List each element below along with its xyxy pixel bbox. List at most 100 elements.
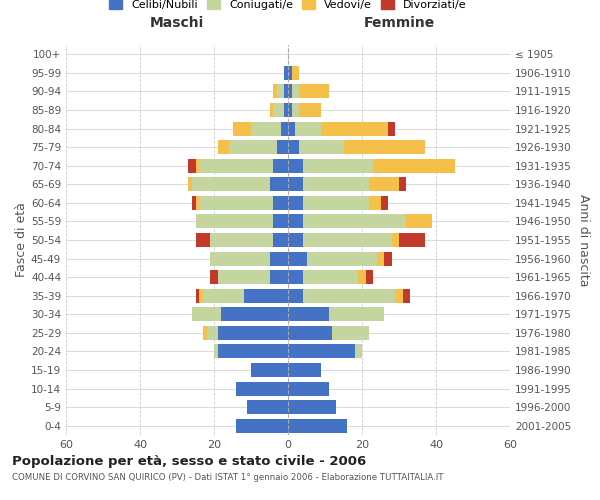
Bar — [247, 400, 288, 414]
Bar — [288, 103, 292, 117]
Bar — [269, 252, 288, 266]
Bar — [288, 382, 329, 396]
Bar — [288, 84, 292, 98]
Bar — [210, 252, 269, 266]
Bar — [288, 419, 347, 432]
Bar — [303, 233, 392, 247]
Bar — [210, 270, 218, 284]
Bar — [370, 178, 399, 191]
Bar — [303, 196, 370, 210]
Bar — [236, 382, 288, 396]
Bar — [343, 140, 425, 154]
Bar — [288, 270, 303, 284]
Bar — [366, 270, 373, 284]
Bar — [406, 214, 433, 228]
Bar — [332, 326, 370, 340]
Bar — [284, 84, 288, 98]
Bar — [277, 140, 288, 154]
Bar — [273, 159, 288, 172]
Bar — [384, 252, 392, 266]
Bar — [218, 140, 229, 154]
Bar — [388, 122, 395, 136]
Bar — [284, 103, 288, 117]
Bar — [322, 122, 388, 136]
Bar — [395, 289, 403, 302]
Bar — [269, 103, 273, 117]
Y-axis label: Fasce di età: Fasce di età — [15, 202, 28, 278]
Bar — [273, 196, 288, 210]
Bar — [292, 66, 299, 80]
Bar — [288, 326, 332, 340]
Bar — [303, 289, 395, 302]
Bar — [303, 159, 373, 172]
Bar — [288, 400, 336, 414]
Bar — [251, 122, 281, 136]
Bar — [192, 308, 221, 322]
Bar — [288, 196, 303, 210]
Bar — [288, 159, 303, 172]
Bar — [288, 252, 307, 266]
Bar — [292, 84, 299, 98]
Bar — [403, 289, 410, 302]
Bar — [273, 84, 277, 98]
Bar — [303, 270, 358, 284]
Bar — [196, 289, 199, 302]
Bar — [203, 326, 206, 340]
Bar — [399, 178, 406, 191]
Bar — [188, 159, 196, 172]
Bar — [273, 214, 288, 228]
Bar — [269, 178, 288, 191]
Text: COMUNE DI CORVINO SAN QUIRICO (PV) - Dati ISTAT 1° gennaio 2006 - Elaborazione T: COMUNE DI CORVINO SAN QUIRICO (PV) - Dat… — [12, 472, 443, 482]
Bar — [303, 178, 370, 191]
Bar — [288, 140, 299, 154]
Legend: Celibi/Nubili, Coniugati/e, Vedovi/e, Divorziati/e: Celibi/Nubili, Coniugati/e, Vedovi/e, Di… — [106, 0, 470, 14]
Bar — [199, 159, 273, 172]
Bar — [199, 289, 203, 302]
Text: Popolazione per età, sesso e stato civile - 2006: Popolazione per età, sesso e stato civil… — [12, 455, 366, 468]
Bar — [288, 66, 292, 80]
Bar — [377, 252, 384, 266]
Bar — [277, 84, 284, 98]
Bar — [196, 233, 210, 247]
Bar — [236, 419, 288, 432]
Bar — [299, 84, 329, 98]
Bar — [218, 326, 288, 340]
Bar — [288, 344, 355, 358]
Bar — [307, 252, 377, 266]
Bar — [203, 289, 244, 302]
Bar — [284, 66, 288, 80]
Bar — [358, 270, 366, 284]
Bar — [370, 196, 380, 210]
Bar — [288, 289, 303, 302]
Bar — [251, 363, 288, 377]
Bar — [288, 214, 303, 228]
Bar — [221, 308, 288, 322]
Bar — [288, 308, 329, 322]
Bar — [288, 233, 303, 247]
Bar — [329, 308, 384, 322]
Bar — [299, 140, 343, 154]
Bar — [244, 289, 288, 302]
Bar — [210, 233, 273, 247]
Bar — [392, 233, 399, 247]
Bar — [288, 363, 322, 377]
Bar — [295, 122, 322, 136]
Bar — [288, 122, 295, 136]
Bar — [188, 178, 192, 191]
Bar — [214, 344, 218, 358]
Bar — [233, 122, 251, 136]
Bar — [399, 233, 425, 247]
Bar — [303, 214, 406, 228]
Bar — [292, 103, 299, 117]
Bar — [196, 196, 199, 210]
Bar — [229, 140, 277, 154]
Bar — [273, 233, 288, 247]
Bar — [281, 122, 288, 136]
Bar — [206, 326, 218, 340]
Text: Maschi: Maschi — [150, 16, 204, 30]
Bar — [273, 103, 284, 117]
Y-axis label: Anni di nascita: Anni di nascita — [577, 194, 590, 286]
Bar — [192, 178, 269, 191]
Text: Femmine: Femmine — [364, 16, 434, 30]
Bar — [373, 159, 455, 172]
